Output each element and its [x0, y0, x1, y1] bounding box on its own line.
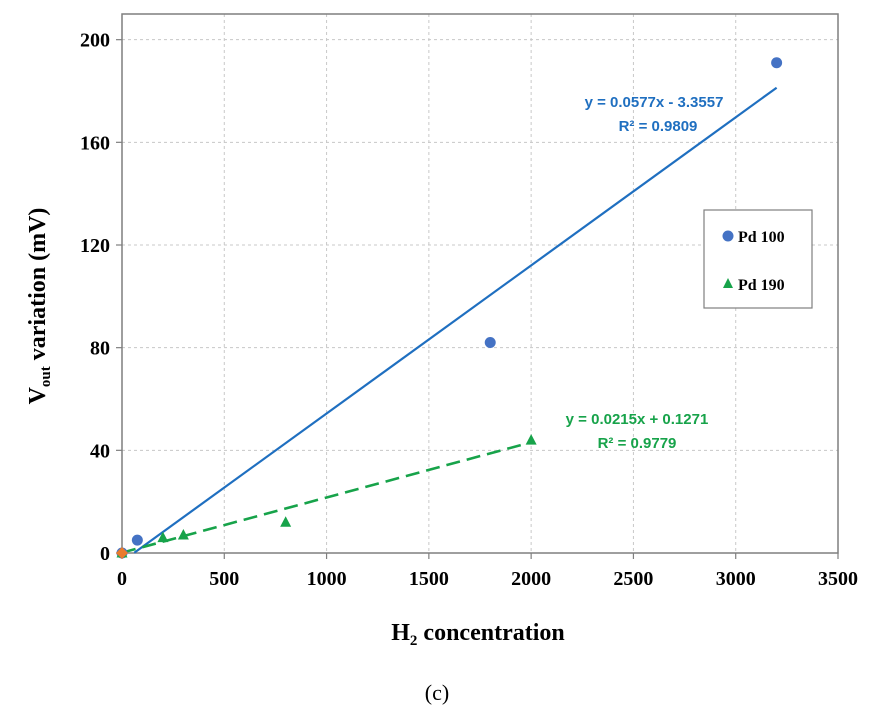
x-tick-label: 1000: [307, 568, 347, 590]
legend-marker-pd190: [723, 278, 733, 288]
y-axis-title: Vout variation (mV): [25, 208, 54, 405]
data-point-series-2: [280, 516, 292, 527]
x-tick-label: 3500: [818, 568, 858, 590]
tick-labels: 0 500 1000 1500 2000 2500 3000 3500 0 40 80 120 160 2…: [80, 30, 858, 590]
x-tick-label: 2500: [613, 568, 653, 590]
trendline-equation-pd190: y = 0.0215x + 0.1271: [566, 411, 709, 428]
x-tick-label: 500: [209, 568, 239, 590]
x-axis-title: H2 concentration: [391, 620, 564, 649]
x-tick-label: 1500: [409, 568, 449, 590]
y-tick-label: 120: [80, 235, 110, 257]
y-axis-title-sub: out: [38, 366, 54, 387]
figure-caption: (c): [425, 680, 449, 705]
legend-label-pd100: Pd 100: [738, 229, 785, 246]
y-tick-label: 0: [100, 543, 110, 565]
legend-marker-pd100: [722, 230, 734, 242]
x-axis-title-sub: 2: [410, 633, 418, 649]
trendline-series-1: [133, 86, 778, 554]
trendline-r2-pd100: R² = 0.9809: [619, 118, 698, 135]
legend: Pd 100 Pd 190: [703, 209, 813, 309]
data-point-series-2: [177, 529, 189, 540]
trendlines: [121, 86, 778, 554]
legend-label-pd190: Pd 190: [738, 277, 785, 294]
x-axis-title-main: H: [391, 620, 410, 646]
data-point-series-1: [131, 534, 143, 546]
data-point-series-2: [157, 531, 169, 543]
trendline-series-2: [121, 441, 532, 554]
y-tick-label: 200: [80, 30, 110, 52]
x-tick-label: 0: [117, 568, 127, 590]
trendline-r2-pd190: R² = 0.9779: [598, 435, 677, 452]
legend-box: [703, 209, 813, 309]
data-point-series-2: [525, 434, 537, 445]
x-tick-label: 3000: [716, 568, 756, 590]
data-point-series-1: [484, 337, 496, 349]
y-tick-label: 40: [90, 440, 110, 462]
x-tick-label: 2000: [511, 568, 551, 590]
data-points: [116, 57, 783, 559]
y-axis-title-main: V: [25, 386, 51, 404]
trendline-equation-pd100: y = 0.0577x - 3.3557: [585, 94, 724, 111]
y-tick-label: 160: [80, 132, 110, 154]
x-axis-title-rest: concentration: [417, 620, 564, 646]
data-point-series-1: [771, 57, 783, 69]
plot-area: [121, 13, 839, 554]
y-axis-title-rest: variation (mV): [25, 208, 51, 367]
y-tick-label: 80: [90, 338, 110, 360]
data-point-origin: [116, 547, 128, 559]
